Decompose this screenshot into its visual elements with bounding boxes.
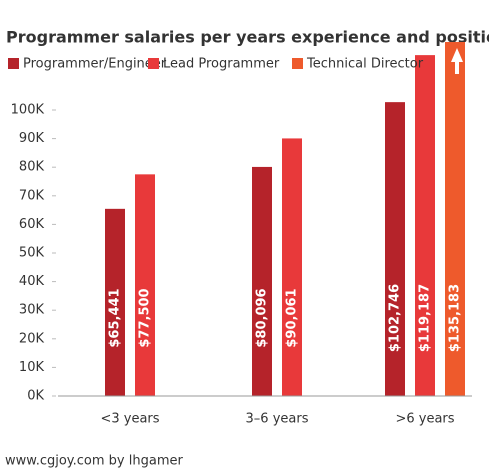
legend-swatch <box>8 58 19 69</box>
y-tick-label: 40K <box>19 274 45 289</box>
chart-title: Programmer salaries per years experience… <box>6 28 489 47</box>
bars <box>105 42 465 397</box>
bar <box>282 138 302 396</box>
legend-label: Lead Programmer <box>163 57 280 72</box>
y-tick-label: 90K <box>19 131 45 146</box>
x-tick-label: <3 years <box>100 412 159 427</box>
y-tick-label: 70K <box>19 188 45 203</box>
bar <box>105 208 125 396</box>
y-tick-label: 20K <box>19 331 45 346</box>
legend-label: Technical Director <box>306 57 424 72</box>
legend-swatch <box>148 58 159 69</box>
value-label: $90,061 <box>285 288 300 347</box>
legend-swatch <box>292 58 303 69</box>
x-tick-label: 3–6 years <box>246 412 309 427</box>
bar <box>415 55 435 396</box>
y-tick-label: 30K <box>19 303 45 318</box>
value-label: $77,500 <box>138 288 153 347</box>
bar <box>135 174 155 396</box>
legend-label: Programmer/Engineer <box>23 57 167 72</box>
value-label: $102,746 <box>388 284 403 352</box>
bar <box>252 166 272 396</box>
y-tick-label: 0K <box>27 389 44 404</box>
footer: www.cgjoy.com by lhgamer <box>5 454 183 469</box>
y-tick-label: 50K <box>19 246 45 261</box>
y-tick-label: 80K <box>19 160 45 175</box>
y-tick-label: 100K <box>11 103 45 118</box>
x-tick-label: >6 years <box>395 412 454 427</box>
y-tick-label: 60K <box>19 217 45 232</box>
value-label: $65,441 <box>108 288 123 347</box>
bar <box>385 102 405 397</box>
value-label: $80,096 <box>255 288 270 347</box>
overflow-arrow <box>451 48 463 74</box>
value-label: $135,183 <box>448 284 463 352</box>
bar <box>445 42 465 397</box>
y-tick-label: 10K <box>19 360 45 375</box>
value-label: $119,187 <box>418 284 433 352</box>
